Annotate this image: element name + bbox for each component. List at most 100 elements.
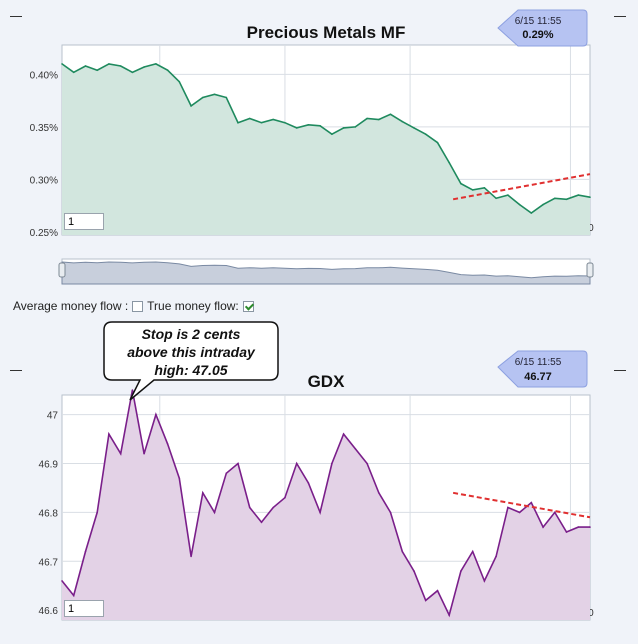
series-point	[354, 448, 357, 450]
callout-line: high: 47.05	[154, 362, 227, 378]
series-point	[542, 203, 544, 206]
series-point	[72, 71, 75, 74]
navigator-left-handle[interactable]	[58, 262, 66, 278]
series-point	[202, 96, 204, 99]
series-point	[342, 127, 345, 129]
last-value-badge: 6/15 11:55 46.77	[497, 350, 588, 388]
series-area	[62, 63, 590, 236]
series-point	[108, 433, 110, 435]
series-point	[284, 121, 286, 124]
average-money-flow-label: Average money flow :	[13, 299, 129, 313]
series-point	[448, 614, 451, 616]
series-point	[143, 66, 145, 68]
series-point	[424, 133, 427, 135]
series-point	[178, 477, 181, 479]
series-point	[284, 496, 286, 499]
series-point	[589, 526, 591, 528]
series-point	[61, 63, 63, 65]
series-point	[471, 189, 474, 191]
series-point	[295, 127, 298, 129]
series-point	[190, 105, 192, 107]
series-point	[213, 93, 216, 96]
series-point	[507, 506, 509, 509]
series-point	[542, 526, 544, 528]
panel-corner-dash	[10, 370, 22, 371]
average-money-flow-checkbox[interactable]	[132, 300, 144, 312]
series-point	[190, 555, 192, 558]
series-point	[401, 120, 404, 123]
y-tick-label: 0.25%	[30, 228, 58, 239]
series-point	[389, 113, 392, 116]
callout-line: above this intraday	[127, 344, 256, 360]
series-point	[202, 492, 204, 494]
y-tick-label: 0.30%	[30, 175, 58, 186]
y-tick-label: 0.35%	[30, 123, 58, 134]
series-point	[96, 69, 98, 71]
series-point	[413, 127, 415, 129]
chart-title: Precious Metals MF	[247, 23, 406, 42]
series-point	[272, 506, 275, 509]
badge-time: 6/15 11:55	[515, 357, 562, 368]
series-point	[436, 141, 439, 144]
y-tick-label: 46.6	[39, 606, 59, 617]
series-point	[530, 501, 533, 504]
series-point	[565, 198, 568, 201]
series-point	[331, 133, 333, 135]
series-point	[237, 462, 239, 465]
series-point	[331, 462, 333, 465]
true-money-flow-label: True money flow:	[147, 299, 239, 313]
series-point	[495, 197, 497, 200]
series-point	[225, 472, 228, 475]
series-point	[225, 96, 228, 99]
series-line	[61, 63, 591, 214]
series-point	[424, 599, 427, 602]
series-point	[354, 126, 357, 128]
callout-line: Stop is 2 cents	[142, 326, 241, 342]
series-point	[507, 194, 509, 196]
series-point	[436, 589, 439, 592]
series-point	[460, 570, 462, 572]
panel-corner-dash	[614, 370, 626, 371]
navigator-series	[61, 261, 591, 285]
annotation-callout: Stop is 2 cents above this intraday high…	[103, 321, 279, 401]
series-point	[295, 462, 298, 465]
series-point	[471, 550, 474, 553]
range-navigator[interactable]	[0, 252, 638, 292]
series-point	[554, 197, 556, 200]
series-point	[166, 443, 169, 445]
series-point	[237, 121, 239, 124]
series-point	[483, 580, 486, 582]
precious-metals-chart: Precious Metals MF 0.40% 0.35% 0.30% 0.25% 6…	[30, 9, 594, 239]
series-point	[307, 124, 310, 126]
series-point	[166, 69, 169, 71]
chart-period-input[interactable]: 1	[64, 600, 104, 617]
series-point	[518, 511, 521, 514]
true-money-flow-checkbox[interactable]	[242, 300, 254, 312]
series-point	[319, 125, 321, 127]
series-point	[577, 194, 580, 196]
series-point	[342, 433, 345, 435]
badge-time: 6/15 11:55	[515, 16, 562, 27]
y-tick-label: 47	[47, 411, 59, 422]
series-point	[530, 212, 533, 214]
y-tick-label: 0.40%	[30, 70, 58, 81]
navigator-right-handle[interactable]	[586, 262, 594, 278]
trendline	[452, 173, 591, 201]
chart-period-input[interactable]: 1	[64, 213, 104, 230]
series-point	[319, 511, 321, 514]
last-value-badge: 6/15 11:55 0.29%	[497, 9, 588, 47]
series-point	[155, 63, 157, 65]
series-point	[378, 492, 380, 494]
badge-value: 46.77	[524, 371, 552, 383]
series-point	[518, 203, 521, 206]
series-point	[131, 71, 134, 74]
series-line	[61, 389, 590, 618]
panel-corner-dash	[614, 16, 626, 17]
series-point	[260, 521, 263, 523]
y-tick-label: 46.8	[39, 508, 59, 519]
money-flow-controls: Average money flow : True money flow:	[13, 299, 258, 313]
series-point	[131, 389, 134, 391]
series-point	[72, 594, 75, 597]
series-point	[460, 182, 462, 185]
y-tick-label: 46.7	[39, 557, 59, 568]
